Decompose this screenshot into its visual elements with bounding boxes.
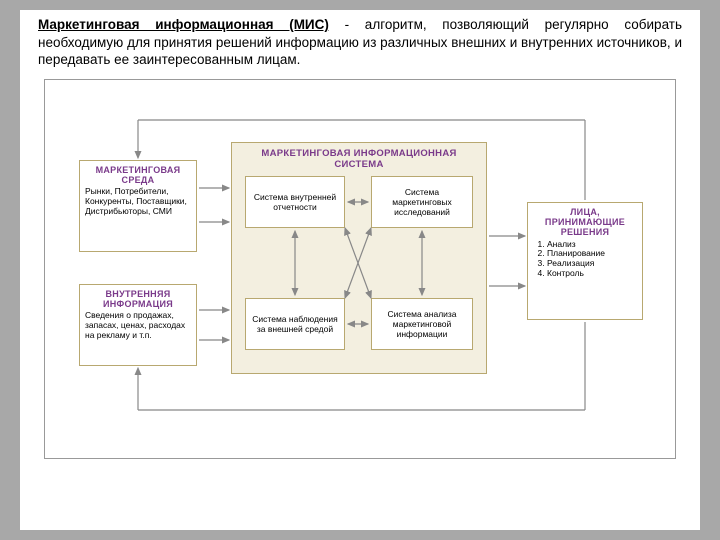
box-title: Маркетинговая среда xyxy=(85,165,191,186)
center-title: Маркетинговая информационная система xyxy=(232,143,486,172)
box-body: Сведения о продажах, запасах, ценах, рас… xyxy=(85,311,191,340)
header-paragraph: Маркетинговая информационная (МИС) - алг… xyxy=(20,10,700,73)
decision-item: Контроль xyxy=(547,269,637,279)
box-internal-info: Внутренняя информация Сведения о продажа… xyxy=(79,284,197,366)
sub-label: Система внутренней отчетности xyxy=(249,192,341,212)
slide: Маркетинговая информационная (МИС) - алг… xyxy=(20,10,700,530)
box-body: Анализ Планирование Реализация Контроль xyxy=(533,240,637,279)
sub-marketing-research: Система маркетинговых исследований xyxy=(371,176,473,228)
sub-internal-reporting: Система внутренней отчетности xyxy=(245,176,345,228)
sub-environment-monitoring: Система наблюдения за внешней средой xyxy=(245,298,345,350)
diagram: Маркетинговая среда Рынки, Потребители, … xyxy=(44,79,676,459)
sub-info-analysis: Система анализа маркетинговой информации xyxy=(371,298,473,350)
box-decision-makers: Лица, принимающие решения Анализ Планиро… xyxy=(527,202,643,320)
header-bold: Маркетинговая информационная (МИС) xyxy=(38,17,329,32)
box-title: Лица, принимающие решения xyxy=(533,207,637,238)
sub-label: Система наблюдения за внешней средой xyxy=(249,314,341,334)
sub-label: Система маркетинговых исследований xyxy=(375,187,469,217)
box-title: Внутренняя информация xyxy=(85,289,191,310)
sub-label: Система анализа маркетинговой информации xyxy=(375,309,469,339)
box-body: Рынки, Потребители, Конкуренты, Постав­щ… xyxy=(85,187,191,216)
box-marketing-environment: Маркетинговая среда Рынки, Потребители, … xyxy=(79,160,197,252)
